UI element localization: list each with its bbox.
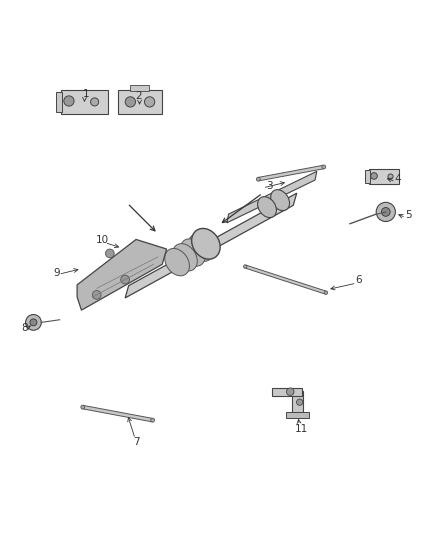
Polygon shape <box>245 265 326 294</box>
Circle shape <box>381 207 390 216</box>
Circle shape <box>30 319 37 326</box>
Circle shape <box>64 96 74 106</box>
Polygon shape <box>292 391 304 416</box>
Polygon shape <box>365 170 370 183</box>
Ellipse shape <box>271 190 290 211</box>
Polygon shape <box>286 413 309 418</box>
Circle shape <box>145 97 155 107</box>
Circle shape <box>388 174 393 179</box>
Circle shape <box>121 275 130 284</box>
Circle shape <box>125 97 135 107</box>
Polygon shape <box>117 90 162 114</box>
Text: 11: 11 <box>294 424 308 434</box>
Polygon shape <box>258 165 324 181</box>
Polygon shape <box>82 406 153 422</box>
Ellipse shape <box>173 244 197 271</box>
Text: 10: 10 <box>95 235 109 245</box>
Circle shape <box>324 291 328 294</box>
Polygon shape <box>56 92 62 112</box>
Polygon shape <box>131 85 149 91</box>
Polygon shape <box>369 169 399 184</box>
Polygon shape <box>77 239 166 310</box>
Circle shape <box>106 249 114 258</box>
Circle shape <box>91 98 99 106</box>
Text: 5: 5 <box>406 210 412 220</box>
Circle shape <box>286 388 294 395</box>
Text: 2: 2 <box>135 91 141 101</box>
Circle shape <box>297 399 303 405</box>
Ellipse shape <box>165 248 189 276</box>
Text: 3: 3 <box>266 181 272 191</box>
Circle shape <box>25 314 41 330</box>
Ellipse shape <box>258 197 276 217</box>
Text: 6: 6 <box>355 276 362 286</box>
Text: 9: 9 <box>53 269 60 278</box>
Polygon shape <box>61 90 108 114</box>
Polygon shape <box>272 387 302 395</box>
Circle shape <box>244 265 247 268</box>
Circle shape <box>81 405 85 409</box>
Circle shape <box>151 418 155 422</box>
Text: 1: 1 <box>82 89 89 99</box>
Polygon shape <box>227 171 317 223</box>
Circle shape <box>92 290 101 299</box>
Ellipse shape <box>180 239 205 266</box>
Text: 7: 7 <box>133 437 139 447</box>
Circle shape <box>371 173 377 179</box>
Ellipse shape <box>188 234 213 261</box>
Text: 8: 8 <box>21 324 28 334</box>
Ellipse shape <box>192 229 220 259</box>
Polygon shape <box>125 193 297 298</box>
Text: 4: 4 <box>395 174 401 184</box>
Circle shape <box>376 203 396 222</box>
Circle shape <box>256 177 260 181</box>
Circle shape <box>322 165 326 169</box>
